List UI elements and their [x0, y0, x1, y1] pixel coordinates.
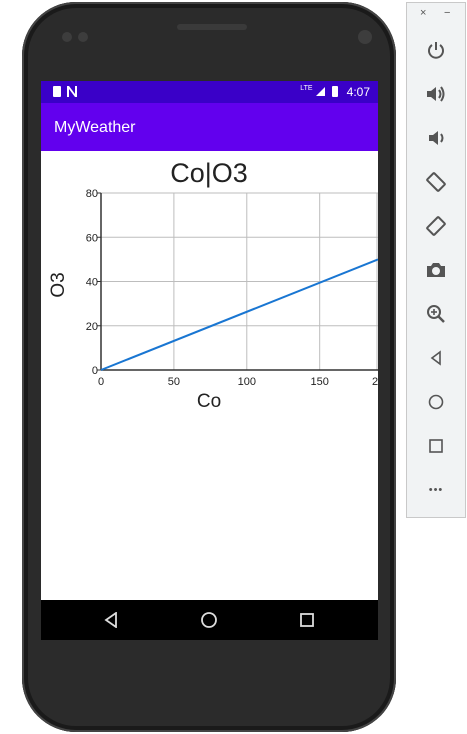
- sensor-dot: [78, 32, 88, 42]
- close-icon[interactable]: ×: [420, 7, 427, 19]
- battery-icon: [332, 86, 339, 97]
- app-bar: MyWeather: [41, 103, 378, 151]
- status-icons-right: LTE 4:07: [300, 85, 370, 99]
- speaker-grille: [177, 24, 247, 30]
- more-icon: •••: [428, 484, 444, 496]
- more-button[interactable]: •••: [418, 473, 454, 507]
- signal-icon: [315, 87, 325, 96]
- x-tick-label: 150: [311, 376, 329, 388]
- x-tick-label: 2: [372, 376, 378, 388]
- volume-down-button[interactable]: [418, 121, 454, 155]
- recents-button[interactable]: [277, 600, 337, 640]
- minimize-icon[interactable]: −: [444, 7, 451, 19]
- app-title: MyWeather: [54, 119, 136, 136]
- rotate-left-button[interactable]: [418, 165, 454, 199]
- y-tick-label: 0: [92, 365, 98, 377]
- lte-icon: LTE: [300, 85, 313, 92]
- power-icon: [428, 42, 444, 59]
- home-button[interactable]: [179, 600, 239, 640]
- notification-icons: [53, 86, 77, 97]
- home-nav-button[interactable]: [418, 385, 454, 419]
- x-tick-labels: 0 50 100 150 2: [98, 376, 378, 388]
- window-controls: × −: [407, 7, 465, 23]
- navigation-bar: [41, 600, 378, 640]
- y-tick-label: 40: [86, 277, 98, 289]
- y-tick-label: 80: [86, 188, 98, 200]
- camera-icon: [427, 263, 445, 277]
- x-tick-label: 0: [98, 376, 104, 388]
- rotate-right-icon: [426, 216, 446, 236]
- y-tick-label: 20: [86, 321, 98, 333]
- x-tick-label: 50: [168, 376, 180, 388]
- status-bar: LTE 4:07: [41, 81, 378, 103]
- n-icon: [67, 86, 77, 97]
- rotate-right-button[interactable]: [418, 209, 454, 243]
- recents-square-icon: [300, 613, 314, 627]
- emulator-toolbar: × − •••: [406, 2, 466, 518]
- chart-title: Co|O3: [170, 158, 248, 188]
- device-screen: LTE 4:07 MyWeather Co|O3 O3 Co 0 50 100 150…: [41, 81, 378, 640]
- back-icon: [430, 350, 441, 366]
- home-circle-icon: [201, 612, 217, 628]
- volume-down-icon: [429, 131, 444, 145]
- zoom-button[interactable]: [418, 297, 454, 331]
- screenshot-button[interactable]: [418, 253, 454, 287]
- sim-card-icon: [53, 86, 61, 97]
- rotate-left-icon: [426, 172, 446, 192]
- x-tick-label: 100: [238, 376, 256, 388]
- overview-nav-button[interactable]: [418, 429, 454, 463]
- y-tick-labels: 0 20 40 60 80: [86, 188, 101, 377]
- sensor-dot: [62, 32, 72, 42]
- y-axis-label: O3: [48, 272, 69, 297]
- front-camera: [358, 30, 372, 44]
- home-icon: [428, 394, 444, 410]
- clock-time: 4:07: [346, 85, 370, 99]
- chart-grid: [101, 192, 378, 370]
- back-triangle-icon: [104, 612, 117, 628]
- overview-icon: [429, 439, 443, 453]
- chart-series: [100, 258, 378, 371]
- back-nav-button[interactable]: [418, 341, 454, 375]
- series-line: [100, 258, 378, 371]
- back-button[interactable]: [81, 600, 141, 640]
- chart-container: Co|O3 O3 Co 0 50 100 150 2 0 20 40 60 80: [41, 151, 378, 600]
- y-tick-label: 60: [86, 232, 98, 244]
- volume-up-button[interactable]: [418, 77, 454, 111]
- volume-up-icon: [427, 86, 445, 102]
- zoom-in-icon: [427, 305, 445, 323]
- x-axis-label: Co: [197, 391, 221, 411]
- line-chart: Co|O3 O3 Co 0 50 100 150 2 0 20 40 60 80: [48, 158, 378, 412]
- status-icons-left: [51, 84, 81, 101]
- power-button[interactable]: [418, 33, 454, 67]
